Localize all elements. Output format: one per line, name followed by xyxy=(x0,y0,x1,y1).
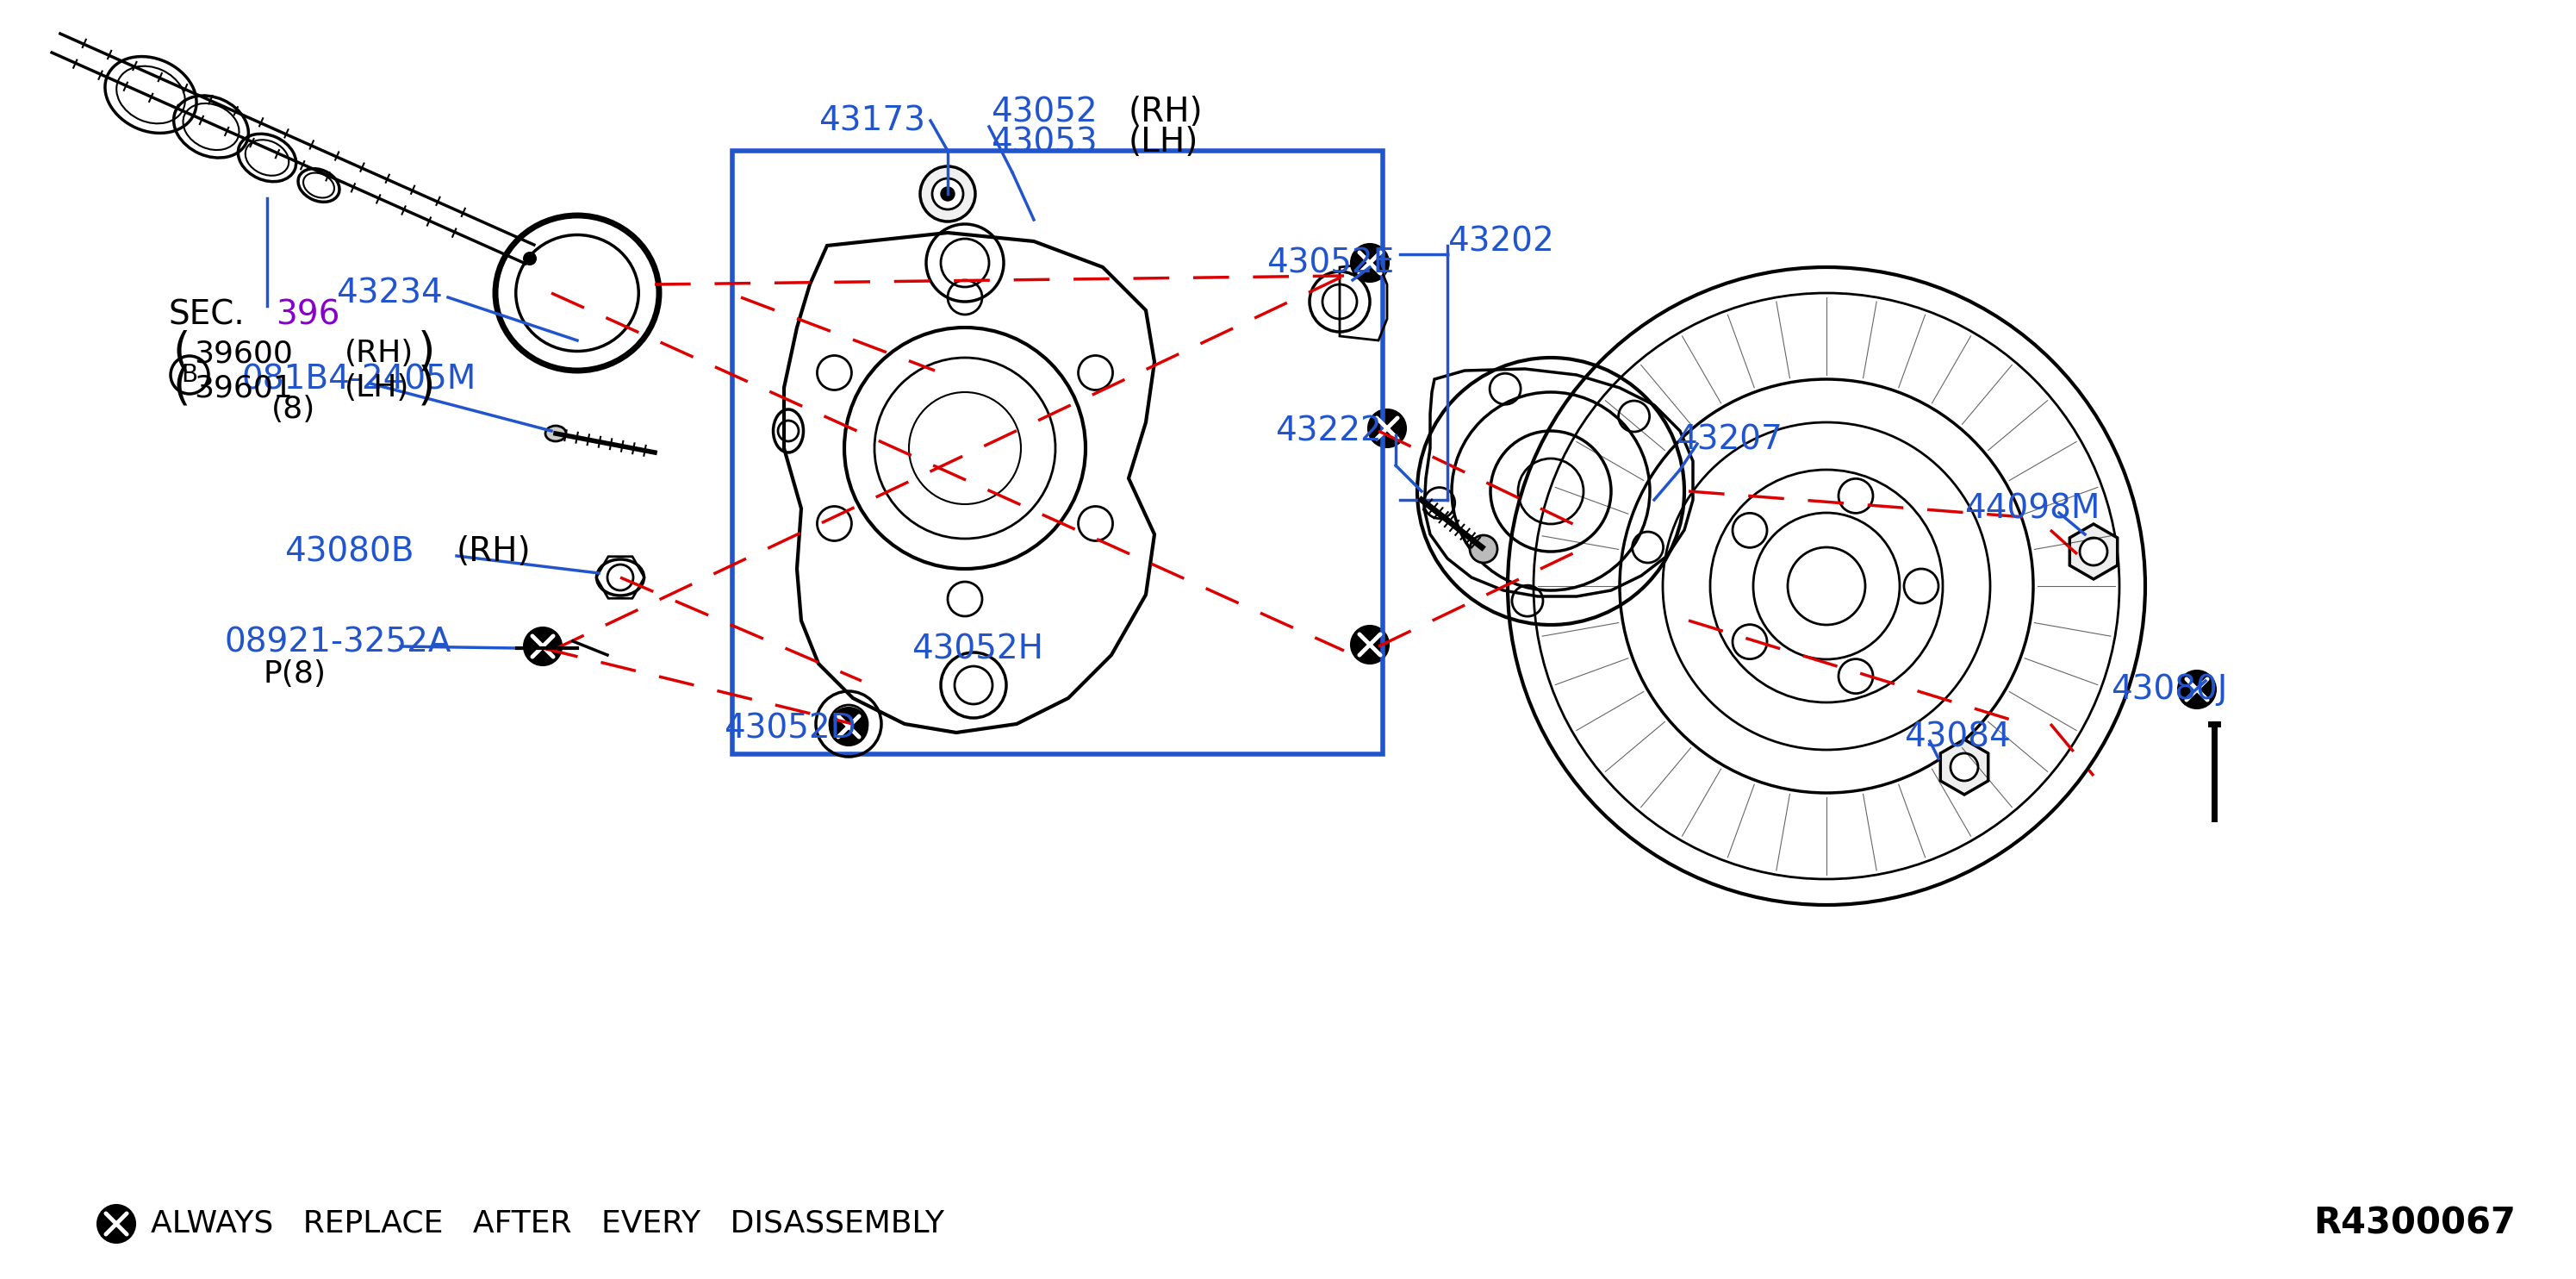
Text: (LH): (LH) xyxy=(1128,125,1198,159)
Circle shape xyxy=(920,166,976,221)
Circle shape xyxy=(523,628,562,665)
Text: 43173: 43173 xyxy=(819,105,925,137)
Text: 396: 396 xyxy=(276,298,340,331)
Circle shape xyxy=(940,187,956,201)
Text: 44098M: 44098M xyxy=(1965,492,2099,524)
Circle shape xyxy=(1350,625,1388,664)
Text: 43222: 43222 xyxy=(1275,414,1381,448)
Text: (: ( xyxy=(173,329,191,373)
Circle shape xyxy=(2177,670,2215,709)
Text: (8): (8) xyxy=(270,395,314,425)
Circle shape xyxy=(933,178,963,210)
Text: 43052E: 43052E xyxy=(1267,247,1394,279)
Bar xyxy=(732,151,1383,755)
Polygon shape xyxy=(2069,524,2117,579)
Ellipse shape xyxy=(546,426,567,441)
Circle shape xyxy=(523,252,536,266)
Text: 43052H: 43052H xyxy=(912,633,1043,665)
Text: 39600: 39600 xyxy=(193,339,294,368)
Text: ): ) xyxy=(417,363,435,408)
Circle shape xyxy=(2079,537,2107,565)
Text: (RH): (RH) xyxy=(456,535,531,568)
Text: 081B4-2405M: 081B4-2405M xyxy=(242,363,477,395)
Circle shape xyxy=(98,1205,137,1243)
Circle shape xyxy=(829,707,868,746)
Circle shape xyxy=(1368,409,1406,448)
Text: (RH): (RH) xyxy=(1128,96,1203,128)
Text: 43234: 43234 xyxy=(335,276,443,310)
Text: 43080J: 43080J xyxy=(2110,673,2228,706)
Circle shape xyxy=(1471,535,1497,563)
Text: SEC.: SEC. xyxy=(167,298,245,331)
Text: 43052D: 43052D xyxy=(724,712,855,744)
Text: 08921-3252A: 08921-3252A xyxy=(224,625,451,659)
Text: 39601: 39601 xyxy=(193,373,294,403)
Polygon shape xyxy=(1940,739,1989,794)
Text: 43053: 43053 xyxy=(992,125,1097,159)
Text: (: ( xyxy=(173,363,191,408)
Circle shape xyxy=(1950,753,1978,781)
Circle shape xyxy=(1350,244,1388,281)
Text: (LH): (LH) xyxy=(345,373,410,403)
Text: ): ) xyxy=(417,329,435,373)
Text: P(8): P(8) xyxy=(263,659,325,688)
Text: 43052: 43052 xyxy=(992,96,1097,128)
Text: R4300067: R4300067 xyxy=(2313,1206,2517,1242)
Text: B: B xyxy=(180,363,198,388)
Text: ALWAYS   REPLACE   AFTER   EVERY   DISASSEMBLY: ALWAYS REPLACE AFTER EVERY DISASSEMBLY xyxy=(152,1209,945,1238)
Text: (RH): (RH) xyxy=(345,339,415,368)
Text: 43080B: 43080B xyxy=(283,535,415,568)
Text: 43202: 43202 xyxy=(1448,225,1553,257)
Text: 43084: 43084 xyxy=(1904,720,2012,753)
Text: 43207: 43207 xyxy=(1677,423,1783,455)
